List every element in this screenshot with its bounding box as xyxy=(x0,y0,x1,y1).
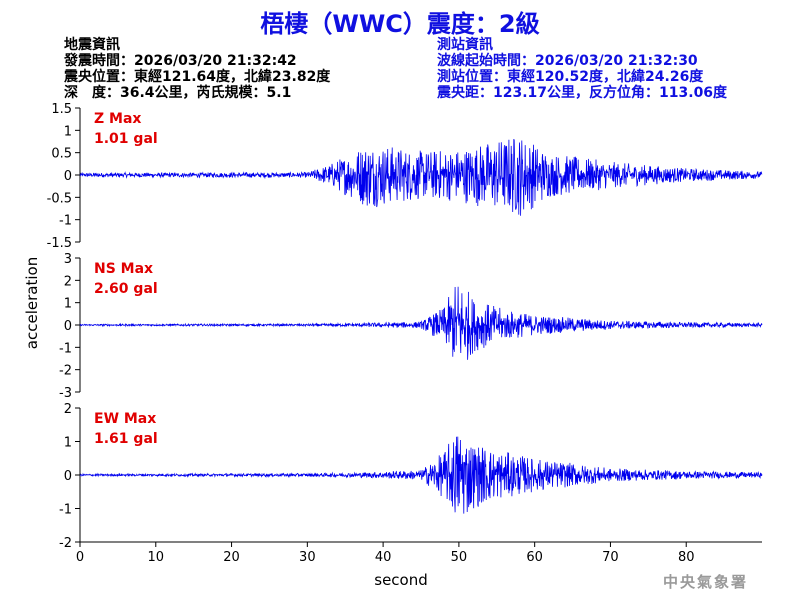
max-value-z: 1.01 gal xyxy=(94,131,158,147)
x-tick-label: 80 xyxy=(678,550,695,565)
station-location: 測站位置：東經120.52度，北緯24.26度 xyxy=(437,69,704,85)
station-distance-azimuth: 震央距：123.17公里，反方位角：113.06度 xyxy=(437,85,728,101)
y-tick-label-ew: 0 xyxy=(64,469,72,484)
x-tick-label: 50 xyxy=(451,550,468,565)
y-tick-label-z: 0.5 xyxy=(51,147,72,162)
page-title: 梧棲（WWC）震度：2級 xyxy=(260,10,540,38)
x-tick-label: 10 xyxy=(148,550,165,565)
max-label-ew: EW Max xyxy=(94,411,156,427)
y-tick-label-ns: 3 xyxy=(64,252,72,267)
x-tick-label: 30 xyxy=(299,550,316,565)
quake-origin-time: 發震時間：2026/03/20 21:32:42 xyxy=(64,53,297,69)
max-label-ns: NS Max xyxy=(94,261,153,277)
y-tick-label-z: 1 xyxy=(64,124,72,139)
station-start-time: 波線起始時間：2026/03/20 21:32:30 xyxy=(437,53,698,69)
max-value-ew: 1.61 gal xyxy=(94,431,158,447)
y-tick-label-ns: -3 xyxy=(59,386,72,401)
quake-depth-magnitude: 深 度：36.4公里，芮氏規模：5.1 xyxy=(64,85,292,101)
y-tick-label-z: -0.5 xyxy=(47,191,72,206)
quake-info-heading: 地震資訊 xyxy=(64,37,120,53)
station-info-heading: 測站資訊 xyxy=(437,37,493,53)
max-value-ns: 2.60 gal xyxy=(94,281,158,297)
y-tick-label-ns: -2 xyxy=(59,364,72,379)
y-tick-label-ew: 2 xyxy=(64,402,72,417)
x-tick-label: 70 xyxy=(602,550,619,565)
station-info: 測站資訊 波線起始時間：2026/03/20 21:32:30 測站位置：東經1… xyxy=(437,37,727,101)
y-tick-label-z: -1.5 xyxy=(47,236,72,251)
x-tick-label: 40 xyxy=(375,550,392,565)
y-axis-title: acceleration xyxy=(23,257,41,349)
quake-info: 地震資訊 發震時間：2026/03/20 21:32:42 震央位置：東經121… xyxy=(64,37,330,101)
y-tick-label-ns: 0 xyxy=(64,319,72,334)
waveform-z xyxy=(79,138,763,216)
x-tick-label: 20 xyxy=(223,550,240,565)
max-label-z: Z Max xyxy=(94,111,141,127)
y-tick-label-ew: -2 xyxy=(59,536,72,551)
x-tick-label: 0 xyxy=(76,550,84,565)
y-tick-label-ns: 2 xyxy=(64,274,72,289)
waveform-ns xyxy=(79,286,763,360)
quake-epicenter: 震央位置：東經121.64度，北緯23.82度 xyxy=(64,69,331,85)
y-tick-label-z: 1.5 xyxy=(51,102,72,117)
x-tick-label: 60 xyxy=(526,550,543,565)
waveform-ew xyxy=(79,436,763,514)
agency-stamp: 中央氣象署 xyxy=(662,573,748,591)
x-axis-title: second xyxy=(374,571,428,589)
y-tick-label-ew: 1 xyxy=(64,436,72,451)
y-tick-label-z: -1 xyxy=(59,214,72,229)
y-tick-label-ns: -1 xyxy=(59,341,72,356)
y-tick-label-ew: -1 xyxy=(59,503,72,518)
y-tick-label-ns: 1 xyxy=(64,297,72,312)
y-tick-label-z: 0 xyxy=(64,169,72,184)
